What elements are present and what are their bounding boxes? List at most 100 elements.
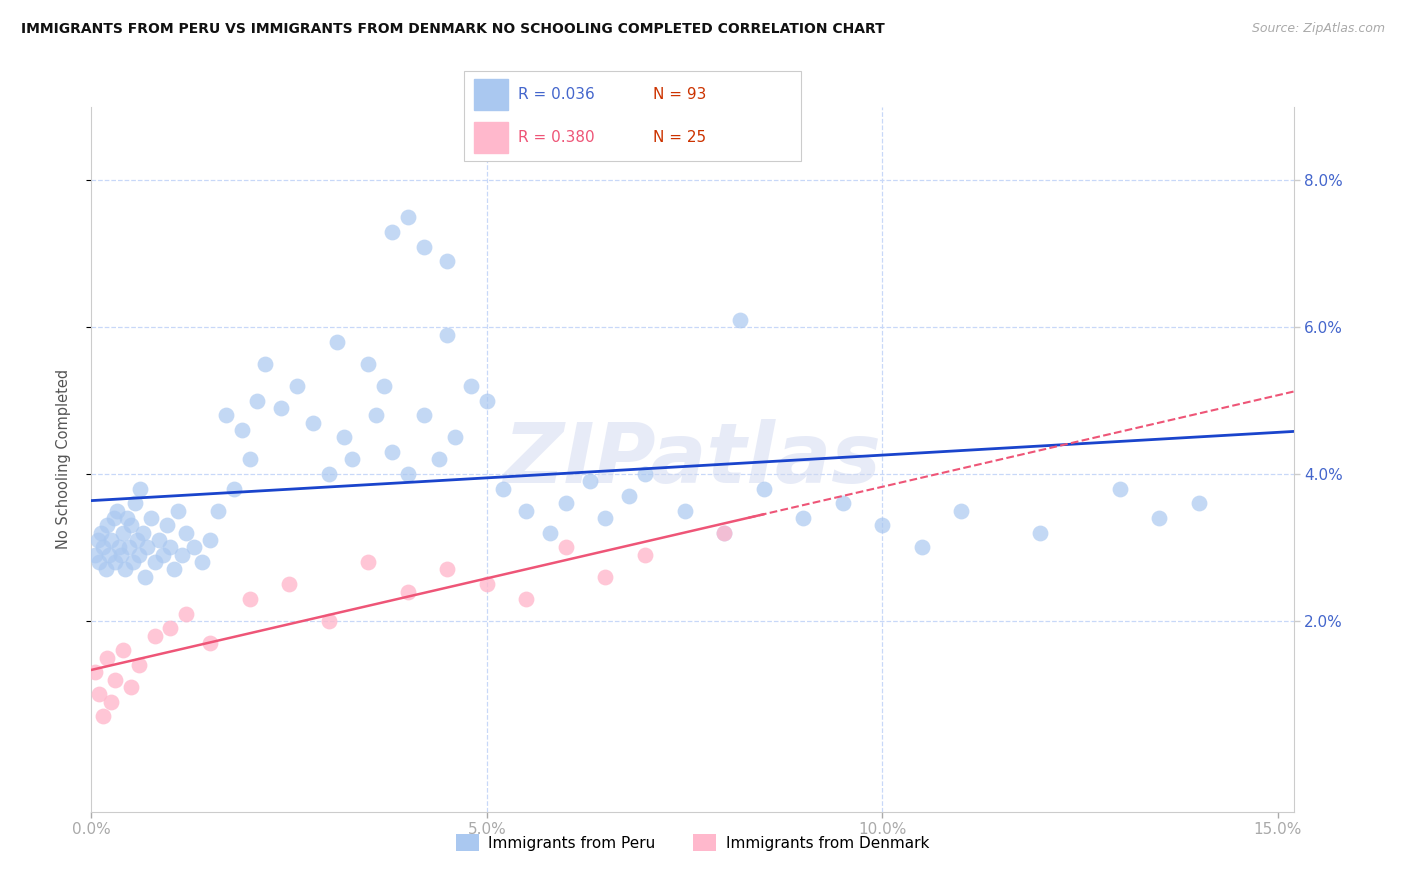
FancyBboxPatch shape	[464, 71, 801, 161]
Point	[112, 643, 135, 657]
Point	[436, 254, 458, 268]
Point	[831, 496, 853, 510]
Point	[713, 525, 735, 540]
Point	[174, 607, 197, 621]
Point	[132, 525, 155, 540]
Point	[191, 555, 214, 569]
Point	[163, 562, 186, 576]
Point	[396, 210, 419, 224]
Point	[792, 511, 814, 525]
Point	[595, 570, 617, 584]
Point	[127, 533, 149, 548]
Bar	[474, 79, 508, 110]
Point	[100, 533, 122, 548]
Point	[155, 518, 177, 533]
Point	[1147, 511, 1170, 525]
Point	[475, 393, 498, 408]
Point	[120, 680, 142, 694]
Point	[115, 511, 138, 525]
Point	[752, 482, 775, 496]
Point	[198, 533, 221, 548]
Point	[89, 687, 111, 701]
Point	[139, 511, 162, 525]
Text: N = 25: N = 25	[652, 130, 706, 145]
Point	[436, 562, 458, 576]
Point	[285, 379, 308, 393]
Point	[318, 467, 340, 481]
Point	[91, 709, 114, 723]
Text: R = 0.380: R = 0.380	[517, 130, 595, 145]
Point	[87, 533, 110, 548]
Point	[381, 445, 404, 459]
Point	[129, 482, 152, 496]
Point	[515, 591, 537, 606]
Point	[121, 555, 143, 569]
Point	[364, 409, 387, 423]
Point	[578, 475, 600, 489]
Point	[143, 555, 166, 569]
Point	[104, 555, 127, 569]
Text: Source: ZipAtlas.com: Source: ZipAtlas.com	[1251, 22, 1385, 36]
Text: R = 0.036: R = 0.036	[517, 87, 595, 102]
Point	[96, 650, 118, 665]
Point	[124, 496, 146, 510]
Point	[112, 525, 135, 540]
Point	[460, 379, 482, 393]
Point	[96, 518, 118, 533]
Point	[91, 541, 114, 555]
Point	[105, 504, 128, 518]
Point	[595, 511, 617, 525]
Point	[373, 379, 395, 393]
Point	[396, 584, 419, 599]
Point	[143, 628, 166, 642]
Point	[728, 313, 751, 327]
Point	[100, 695, 122, 709]
Point	[357, 555, 380, 569]
Point	[554, 496, 576, 510]
Point	[84, 548, 107, 562]
Point	[104, 673, 127, 687]
Point	[412, 409, 434, 423]
Point	[515, 504, 537, 518]
Point	[108, 541, 131, 555]
Point	[118, 541, 141, 555]
Point	[911, 541, 934, 555]
Point	[634, 467, 657, 481]
Point	[84, 665, 107, 680]
Point	[619, 489, 641, 503]
Point	[94, 562, 117, 576]
Point	[159, 541, 181, 555]
Point	[134, 570, 156, 584]
Point	[333, 430, 356, 444]
Point	[357, 357, 380, 371]
Legend: Immigrants from Peru, Immigrants from Denmark: Immigrants from Peru, Immigrants from De…	[450, 828, 935, 857]
Point	[231, 423, 253, 437]
Point	[152, 548, 174, 562]
Point	[950, 504, 973, 518]
Point	[318, 614, 340, 628]
Point	[207, 504, 229, 518]
Point	[278, 577, 301, 591]
Point	[381, 225, 404, 239]
Text: ZIPatlas: ZIPatlas	[503, 419, 882, 500]
Point	[713, 525, 735, 540]
Point	[436, 327, 458, 342]
Bar	[474, 122, 508, 153]
Point	[301, 416, 323, 430]
Point	[239, 591, 262, 606]
Point	[1029, 525, 1052, 540]
Point	[110, 548, 132, 562]
Point	[342, 452, 364, 467]
Point	[198, 636, 221, 650]
Y-axis label: No Schooling Completed: No Schooling Completed	[56, 369, 70, 549]
Point	[427, 452, 450, 467]
Point	[215, 409, 238, 423]
Point	[870, 518, 894, 533]
Point	[673, 504, 696, 518]
Point	[148, 533, 170, 548]
Point	[1187, 496, 1209, 510]
Point	[159, 621, 181, 635]
Point	[412, 239, 434, 253]
Point	[128, 548, 150, 562]
Point	[475, 577, 498, 591]
